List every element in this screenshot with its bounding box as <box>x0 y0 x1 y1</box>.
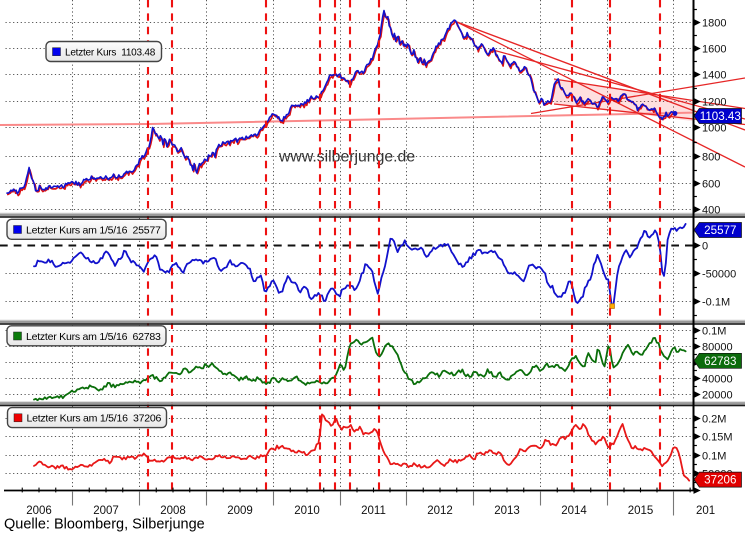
svg-text:2010: 2010 <box>294 505 320 517</box>
svg-text:0.15M: 0.15M <box>702 431 733 443</box>
svg-text:2007: 2007 <box>93 505 119 517</box>
svg-text:-0.1M: -0.1M <box>702 296 730 308</box>
svg-text:0.1M: 0.1M <box>702 450 726 462</box>
svg-text:Letzter Kurs am 1/5/16 37206: Letzter Kurs am 1/5/16 37206 <box>27 413 162 425</box>
svg-text:1400: 1400 <box>702 69 726 81</box>
svg-text:2008: 2008 <box>160 505 186 517</box>
svg-text:1600: 1600 <box>702 43 726 55</box>
svg-text:Letzter Kurs am 1/5/16 25577: Letzter Kurs am 1/5/16 25577 <box>26 224 161 236</box>
svg-text:2013: 2013 <box>494 505 520 517</box>
svg-text:2012: 2012 <box>427 505 453 517</box>
svg-text:0.1M: 0.1M <box>702 325 726 337</box>
svg-text:2011: 2011 <box>361 505 386 517</box>
svg-text:1000: 1000 <box>702 122 726 134</box>
svg-text:25577: 25577 <box>704 224 736 237</box>
svg-text:20000: 20000 <box>702 389 733 401</box>
svg-text:-50000: -50000 <box>702 268 736 280</box>
svg-text:2006: 2006 <box>26 505 52 517</box>
svg-text:0.2M: 0.2M <box>702 413 726 425</box>
svg-text:Quelle: Bloomberg, Silberjunge: Quelle: Bloomberg, Silberjunge <box>4 517 205 533</box>
svg-text:600: 600 <box>702 178 720 190</box>
svg-text:201: 201 <box>696 505 715 517</box>
svg-text:www.silberjunge.de: www.silberjunge.de <box>278 149 415 166</box>
svg-text:400: 400 <box>702 204 720 216</box>
svg-text:1103.43: 1103.43 <box>700 110 741 123</box>
svg-text:40000: 40000 <box>702 373 733 385</box>
svg-text:37206: 37206 <box>704 474 736 487</box>
svg-text:2014: 2014 <box>561 505 587 517</box>
svg-text:80000: 80000 <box>702 341 733 353</box>
svg-text:Letzter Kurs 1103.48: Letzter Kurs 1103.48 <box>65 48 156 59</box>
svg-text:1800: 1800 <box>702 17 726 29</box>
svg-text:2015: 2015 <box>628 505 654 517</box>
svg-text:62783: 62783 <box>704 355 736 368</box>
svg-text:800: 800 <box>702 151 720 163</box>
svg-text:1200: 1200 <box>702 96 726 108</box>
svg-text:Letzter Kurs am 1/5/16 62783: Letzter Kurs am 1/5/16 62783 <box>26 331 161 343</box>
svg-text:0: 0 <box>702 240 708 252</box>
svg-text:2009: 2009 <box>227 505 253 517</box>
